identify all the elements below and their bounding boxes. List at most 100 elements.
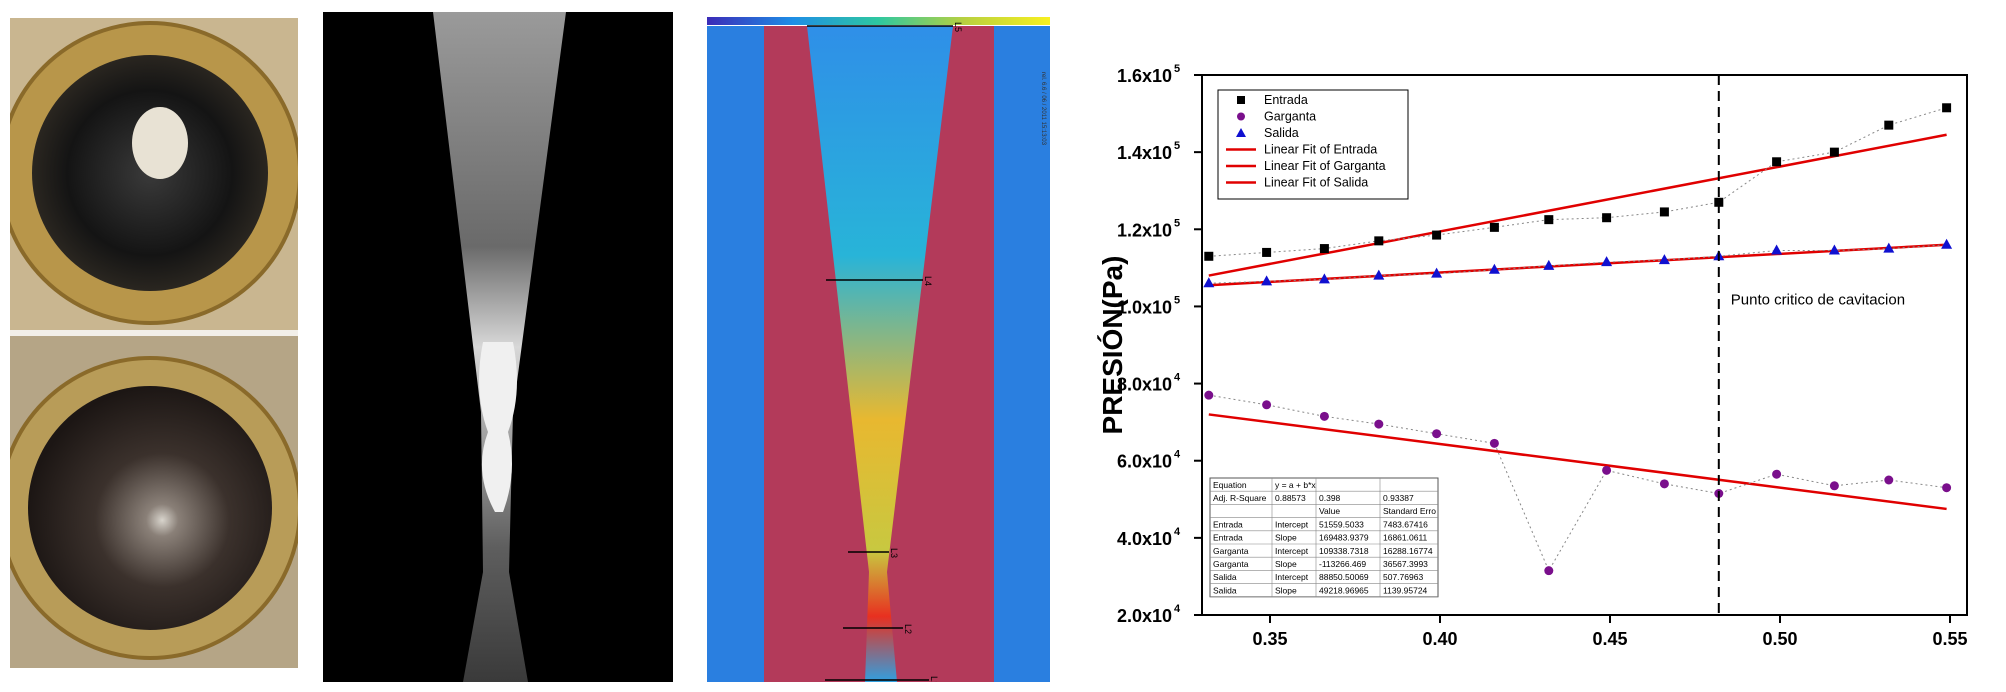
data-point-garganta (1374, 419, 1384, 429)
cfd-line-label: L2 (903, 624, 913, 634)
data-point-garganta (1432, 429, 1442, 439)
pressure-chart: 0.35 0.40 0.45 0.50 0.55 2.0x10 4 4.0x10 4 6.0x10… (1090, 40, 1990, 680)
fit-line (1208, 243, 1947, 287)
data-point-salida (1431, 267, 1443, 278)
stats-table-frame (1209, 477, 1439, 598)
series-connector (1208, 394, 1947, 572)
stats-cell: Entrada (1213, 533, 1243, 543)
data-point-entrada (1659, 207, 1669, 217)
data-point-salida (1601, 256, 1613, 267)
data-point-garganta (1319, 411, 1329, 421)
data-point-entrada (1884, 120, 1894, 130)
stats-cell: Equation (1213, 480, 1247, 490)
stats-cell: 7483.67416 (1383, 519, 1428, 529)
data-point-salida (1883, 242, 1895, 253)
stats-cell: 36567.3993 (1383, 559, 1428, 569)
legend-swatch-square (1237, 96, 1245, 104)
stats-cell: Garganta (1213, 559, 1249, 569)
y-tick-label: 2.0x10 (1117, 606, 1172, 626)
stats-cell: y = a + b*x (1275, 480, 1316, 490)
fit-line (1208, 133, 1947, 277)
y-tick-exponent: 4 (1174, 372, 1181, 384)
fit-line (1208, 413, 1947, 511)
data-point-salida (1488, 263, 1500, 274)
pressure-chart-svg: 0.35 0.40 0.45 0.50 0.552.0x10 44.0x10 46.0x10… (1097, 63, 1968, 649)
data-point-entrada (1262, 247, 1272, 257)
y-tick-label: 8.0x10 (1117, 375, 1172, 395)
data-point-salida (1261, 275, 1273, 286)
data-point-salida (1373, 269, 1385, 280)
stats-cell: 0.398 (1319, 493, 1341, 503)
y-tick-label: 1.6x10 (1117, 66, 1172, 86)
y-tick-exponent: 5 (1174, 140, 1180, 152)
data-point-salida (1658, 254, 1670, 265)
legend-label: Garganta (1264, 110, 1316, 124)
stats-cell: Intercept (1275, 572, 1309, 582)
cavity-cloud (479, 342, 517, 512)
cavitation-flow-image (323, 12, 673, 682)
legend: Entrada Garganta Salida Linear Fit of Entra… (1217, 89, 1409, 200)
data-point-garganta (1544, 566, 1554, 576)
cfd-line-label: L3 (889, 548, 899, 558)
y-tick-label: 4.0x10 (1117, 529, 1172, 549)
stats-cell: Value (1319, 506, 1340, 516)
legend-label: Linear Fit of Entrada (1264, 143, 1377, 157)
y-tick-label: 6.0x10 (1117, 452, 1172, 472)
stats-cell: 49218.96965 (1319, 585, 1369, 595)
data-point-entrada (1829, 147, 1839, 157)
data-point-entrada (1942, 103, 1952, 113)
clean-pipe-interior (28, 386, 272, 630)
data-point-garganta (1884, 475, 1894, 485)
cfd-line-label: L5 (953, 22, 963, 32)
stats-cell: 1139.95724 (1383, 585, 1428, 595)
stats-table: Equation y = a + b*x Adj. R-Square 0.88573 0… (1209, 477, 1439, 598)
x-tick-label: 0.50 (1762, 629, 1797, 649)
plot-frame (1201, 74, 1968, 616)
data-point-salida (1318, 273, 1330, 284)
data-point-garganta (1489, 438, 1499, 448)
data-point-entrada (1544, 215, 1554, 225)
legend-swatch-circle (1237, 112, 1245, 121)
cfd-side-label: rel. 6.6 / 06 / 2011 15:13:03 (1040, 72, 1046, 146)
cfd-sample-lines: L5 L4 L3 L2 L1 (807, 22, 963, 682)
stats-cell: Standard Erro (1383, 506, 1436, 516)
y-tick-exponent: 5 (1174, 294, 1180, 306)
legend-swatch-triangle (1236, 128, 1246, 137)
y-tick-label: 1.0x10 (1117, 297, 1172, 317)
data-point-entrada (1374, 236, 1384, 246)
fit-lines (1208, 133, 1947, 511)
data-point-garganta (1204, 390, 1214, 400)
stats-cell: Adj. R-Square (1213, 493, 1267, 503)
venturi-flow-illustration (433, 12, 566, 682)
venturi-velocity-field (807, 26, 953, 682)
x-tick-label: 0.35 (1252, 629, 1287, 649)
stats-cell: Salida (1213, 572, 1237, 582)
y-tick-exponent: 5 (1174, 63, 1180, 75)
stats-cell: Slope (1275, 559, 1297, 569)
data-point-entrada (1319, 244, 1329, 254)
stats-cell: 0.93387 (1383, 493, 1414, 503)
pipe-photos (10, 18, 298, 668)
data-point-salida (1828, 244, 1840, 255)
data-point-garganta (1942, 483, 1952, 493)
series-connector (1208, 107, 1947, 257)
data-point-entrada (1714, 197, 1724, 207)
stats-cell: 51559.5033 (1319, 519, 1364, 529)
pipe-photos-illustration (10, 18, 298, 668)
stats-cell: Slope (1275, 585, 1297, 595)
x-tick-label: 0.55 (1932, 629, 1967, 649)
cfd-velocity-contour: 0.511.522.533.5 Velocity magnitude [m/s]… (707, 12, 1050, 682)
cfd-line-label: L4 (923, 276, 933, 286)
data-point-salida (1203, 277, 1215, 288)
data-point-salida (1543, 259, 1555, 270)
y-tick-exponent: 4 (1174, 526, 1181, 538)
stats-cell: Intercept (1275, 546, 1309, 556)
data-point-garganta (1829, 481, 1839, 491)
legend-box (1217, 89, 1409, 200)
y-tick-label: 1.4x10 (1117, 143, 1172, 163)
data-point-salida (1771, 244, 1783, 255)
stats-cell: 507.76963 (1383, 572, 1423, 582)
data-point-entrada (1204, 251, 1214, 261)
stats-cell: -113266.469 (1319, 559, 1366, 569)
stats-cell: 169483.9379 (1319, 533, 1369, 543)
